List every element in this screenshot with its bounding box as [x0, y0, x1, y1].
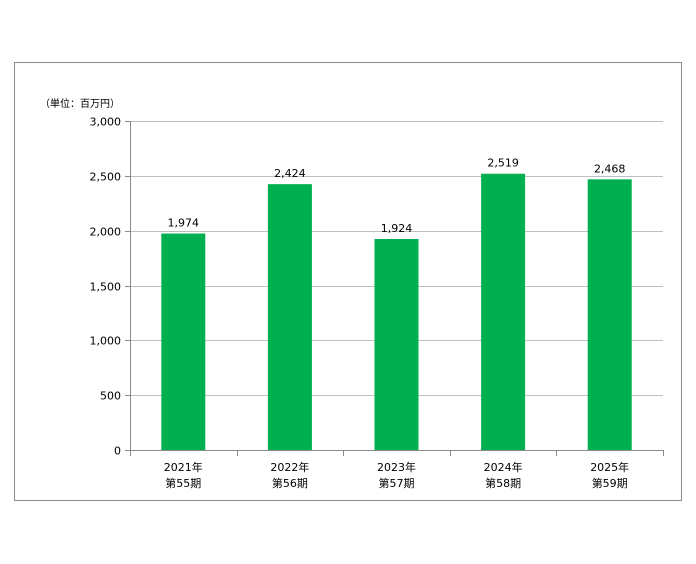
x-category-label: 2021年 [164, 460, 203, 474]
x-category-label: 第59期 [592, 476, 628, 490]
x-category-label: 2022年 [270, 460, 309, 474]
bar [481, 173, 526, 450]
x-category-label: 2025年 [590, 460, 629, 474]
chart-frame [14, 62, 682, 501]
x-category-label: 第56期 [272, 476, 308, 490]
bar-value-label: 1,924 [381, 222, 413, 235]
y-tick-label: 0 [114, 445, 121, 458]
unit-label: （単位：百万円） [40, 99, 120, 110]
bar [267, 184, 312, 450]
bar-value-label: 2,519 [487, 157, 519, 170]
x-category-label: 第57期 [379, 476, 415, 490]
bar [161, 233, 206, 450]
bar-value-label: 2,424 [274, 167, 306, 180]
x-category-label: 第58期 [485, 476, 521, 490]
bar [374, 239, 419, 450]
x-category-label: 2023年 [377, 460, 416, 474]
x-category-label: 第55期 [165, 476, 201, 490]
bar-value-label: 2,468 [594, 162, 626, 175]
bar [587, 179, 632, 451]
y-tick-label: 1,000 [90, 335, 122, 348]
x-category-label: 2024年 [484, 460, 523, 474]
y-tick-label: 500 [100, 390, 121, 403]
y-tick-label: 3,000 [90, 116, 122, 129]
y-tick-label: 2,500 [90, 171, 122, 184]
y-tick-label: 2,000 [90, 226, 122, 239]
bar-value-label: 1,974 [168, 217, 200, 230]
y-tick-label: 1,500 [90, 281, 122, 294]
